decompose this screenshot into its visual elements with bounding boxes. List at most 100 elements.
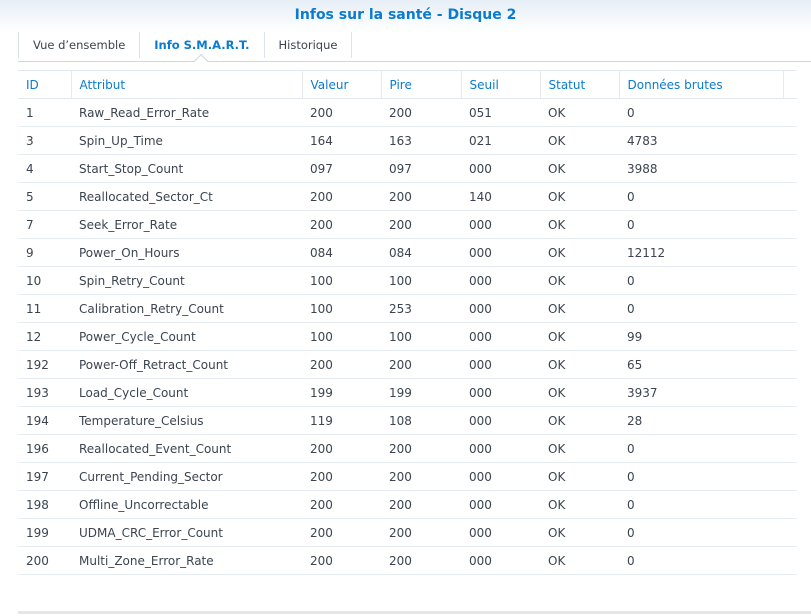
cell-id: 192 (18, 350, 71, 379)
cell-value: 097 (302, 154, 381, 183)
cell-value: 084 (302, 238, 381, 267)
cell-attribute: UDMA_CRC_Error_Count (71, 518, 302, 547)
column-header-raw-data[interactable]: Données brutes (619, 70, 784, 99)
cell-threshold: 000 (461, 462, 540, 491)
cell-spacer (783, 490, 797, 519)
cell-value: 100 (302, 322, 381, 351)
cell-id: 200 (18, 546, 71, 575)
tab-history[interactable]: Historique (263, 32, 353, 58)
cell-value: 100 (302, 294, 381, 323)
tab-overview[interactable]: Vue d’ensemble (18, 32, 139, 58)
table-row[interactable]: 5 Reallocated_Sector_Ct 200 200 140 OK 0 (18, 182, 797, 211)
table-row[interactable]: 10 Spin_Retry_Count 100 100 000 OK 0 (18, 266, 797, 295)
cell-value: 200 (302, 98, 381, 127)
table-row[interactable]: 1 Raw_Read_Error_Rate 200 200 051 OK 0 (18, 98, 797, 127)
cell-raw-data: 0 (619, 490, 783, 519)
cell-attribute: Start_Stop_Count (71, 154, 302, 183)
cell-worst: 108 (381, 406, 461, 435)
cell-worst: 200 (381, 350, 461, 379)
cell-threshold: 000 (461, 378, 540, 407)
cell-raw-data: 0 (619, 462, 783, 491)
cell-worst: 084 (381, 238, 461, 267)
cell-raw-data: 0 (619, 294, 783, 323)
cell-id: 194 (18, 406, 71, 435)
column-header-value[interactable]: Valeur (302, 70, 382, 99)
table-row[interactable]: 199 UDMA_CRC_Error_Count 200 200 000 OK 0 (18, 518, 797, 547)
table-row[interactable]: 197 Current_Pending_Sector 200 200 000 OK 0 (18, 462, 797, 491)
table-row[interactable]: 196 Reallocated_Event_Count 200 200 000 OK 0 (18, 434, 797, 463)
cell-status: OK (540, 518, 619, 547)
cell-status: OK (540, 378, 619, 407)
table-row[interactable]: 9 Power_On_Hours 084 084 000 OK 12112 (18, 238, 797, 267)
cell-raw-data: 28 (619, 406, 783, 435)
cell-spacer (783, 126, 797, 155)
table-row[interactable]: 12 Power_Cycle_Count 100 100 000 OK 99 (18, 322, 797, 351)
cell-raw-data: 12112 (619, 238, 783, 267)
table-row[interactable]: 192 Power-Off_Retract_Count 200 200 000 OK 65 (18, 350, 797, 379)
cell-status: OK (540, 462, 619, 491)
cell-raw-data: 0 (619, 434, 783, 463)
cell-status: OK (540, 434, 619, 463)
tab-smart-info[interactable]: Info S.M.A.R.T. (139, 32, 263, 58)
cell-raw-data: 0 (619, 518, 783, 547)
cell-attribute: Reallocated_Event_Count (71, 434, 302, 463)
cell-status: OK (540, 294, 619, 323)
cell-worst: 200 (381, 490, 461, 519)
cell-status: OK (540, 546, 619, 575)
cell-status: OK (540, 322, 619, 351)
table-row[interactable]: 198 Offline_Uncorrectable 200 200 000 OK 0 (18, 490, 797, 519)
cell-threshold: 000 (461, 490, 540, 519)
cell-threshold: 000 (461, 350, 540, 379)
cell-id: 4 (18, 154, 71, 183)
cell-spacer (783, 378, 797, 407)
column-header-attribute[interactable]: Attribut (71, 70, 303, 99)
column-header-status[interactable]: Statut (540, 70, 620, 99)
cell-threshold: 000 (461, 266, 540, 295)
table-row[interactable]: 200 Multi_Zone_Error_Rate 200 200 000 OK 0 (18, 546, 797, 575)
cell-id: 10 (18, 266, 71, 295)
cell-value: 200 (302, 462, 381, 491)
column-header-threshold[interactable]: Seuil (461, 70, 541, 99)
column-header-id[interactable]: ID (18, 70, 72, 99)
table-row[interactable]: 194 Temperature_Celsius 119 108 000 OK 28 (18, 406, 797, 435)
cell-raw-data: 0 (619, 182, 783, 211)
cell-id: 197 (18, 462, 71, 491)
cell-worst: 199 (381, 378, 461, 407)
cell-value: 164 (302, 126, 381, 155)
table-row[interactable]: 11 Calibration_Retry_Count 100 253 000 OK 0 (18, 294, 797, 323)
table-row[interactable]: 3 Spin_Up_Time 164 163 021 OK 4783 (18, 126, 797, 155)
cell-threshold: 000 (461, 238, 540, 267)
cell-raw-data: 4783 (619, 126, 783, 155)
cell-value: 200 (302, 546, 381, 575)
window-title: Infos sur la santé - Disque 2 (294, 7, 517, 23)
cell-attribute: Spin_Up_Time (71, 126, 302, 155)
table-row[interactable]: 193 Load_Cycle_Count 199 199 000 OK 3937 (18, 378, 797, 407)
cell-spacer (783, 238, 797, 267)
cell-worst: 200 (381, 518, 461, 547)
cell-value: 200 (302, 350, 381, 379)
cell-spacer (783, 98, 797, 127)
cell-raw-data: 0 (619, 210, 783, 239)
cell-attribute: Spin_Retry_Count (71, 266, 302, 295)
cell-id: 196 (18, 434, 71, 463)
cell-threshold: 000 (461, 210, 540, 239)
cell-attribute: Calibration_Retry_Count (71, 294, 302, 323)
cell-threshold: 021 (461, 126, 540, 155)
cell-threshold: 000 (461, 518, 540, 547)
cell-worst: 097 (381, 154, 461, 183)
cell-value: 119 (302, 406, 381, 435)
cell-attribute: Power-Off_Retract_Count (71, 350, 302, 379)
cell-attribute: Load_Cycle_Count (71, 378, 302, 407)
table-row[interactable]: 4 Start_Stop_Count 097 097 000 OK 3988 (18, 154, 797, 183)
cell-attribute: Current_Pending_Sector (71, 462, 302, 491)
column-header-spacer (783, 70, 797, 99)
cell-attribute: Offline_Uncorrectable (71, 490, 302, 519)
cell-attribute: Seek_Error_Rate (71, 210, 302, 239)
table-row[interactable]: 7 Seek_Error_Rate 200 200 000 OK 0 (18, 210, 797, 239)
cell-attribute: Multi_Zone_Error_Rate (71, 546, 302, 575)
cell-spacer (783, 266, 797, 295)
cell-status: OK (540, 126, 619, 155)
column-header-worst[interactable]: Pire (381, 70, 462, 99)
cell-threshold: 000 (461, 434, 540, 463)
cell-worst: 100 (381, 266, 461, 295)
